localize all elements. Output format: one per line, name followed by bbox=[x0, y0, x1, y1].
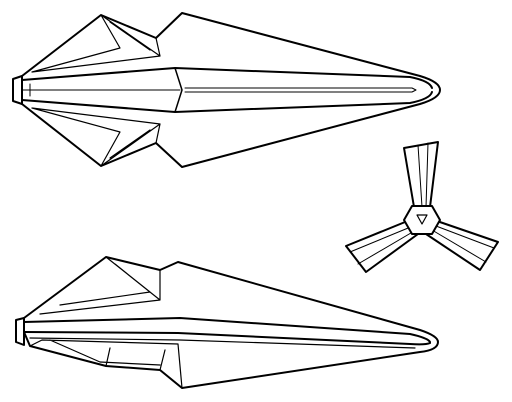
top-view-hull-outline bbox=[21, 12, 441, 168]
top-view-spine-upper bbox=[21, 67, 433, 89]
rear-view-top-fin-ridge bbox=[417, 142, 429, 208]
rear-view-engine-nozzle-icon bbox=[416, 214, 428, 225]
side-view-keel-line bbox=[29, 337, 416, 349]
side-view-upper-fin-facet bbox=[39, 256, 161, 315]
top-view-upper-wing-facet bbox=[31, 14, 161, 73]
side-view-belly-line bbox=[23, 331, 431, 346]
top-view-engine-block bbox=[12, 75, 23, 105]
side-view-engine-block bbox=[15, 317, 25, 346]
rear-view-right-fin-ridge bbox=[431, 225, 495, 263]
rear-view-left-fin-ridge bbox=[349, 225, 417, 265]
side-view-lower-keel-facet bbox=[29, 339, 183, 389]
top-view-spine-divider bbox=[174, 67, 183, 113]
top-view-center-line bbox=[184, 87, 417, 93]
top-view-spine-lower bbox=[21, 91, 433, 113]
side-view bbox=[15, 256, 439, 389]
rear-view-left-fin bbox=[345, 219, 419, 273]
top-view-rear-panel bbox=[21, 83, 181, 97]
rear-view-center-hub bbox=[403, 205, 441, 235]
side-view-dorsal-line bbox=[23, 317, 431, 343]
rear-view bbox=[345, 141, 499, 273]
top-view-lower-wing-facet bbox=[31, 107, 161, 167]
top-view bbox=[12, 12, 441, 168]
